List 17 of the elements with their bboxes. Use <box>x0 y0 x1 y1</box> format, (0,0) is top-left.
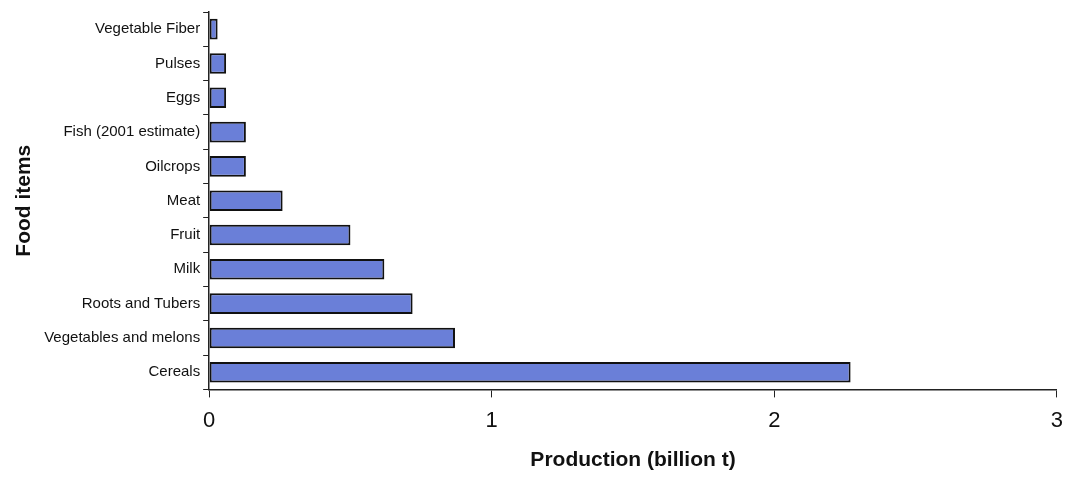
y-tick-label: Vegetable Fiber <box>95 19 201 37</box>
y-tick-label: Fruit <box>170 225 201 243</box>
y-tick-label: Fish (2001 estimate) <box>63 122 201 140</box>
y-tick-label: Cereals <box>148 362 201 380</box>
x-axis-title: Production (billion t) <box>530 447 736 471</box>
x-tick-label: 0 <box>203 406 216 432</box>
y-tick-label: Vegetables and melons <box>44 328 201 346</box>
x-tick-label: 2 <box>768 406 781 432</box>
y-axis-title: Food items <box>11 144 35 257</box>
x-tick-label: 1 <box>485 406 498 432</box>
x-tick-label: 3 <box>1050 406 1064 432</box>
y-tick-label: Oilcrops <box>145 156 201 174</box>
y-tick-label: Roots and Tubers <box>81 293 201 311</box>
y-tick-label: Milk <box>173 259 201 277</box>
y-tick-label: Pulses <box>155 53 201 71</box>
y-tick-label: Meat <box>166 190 201 208</box>
y-tick-label: Eggs <box>165 87 201 105</box>
